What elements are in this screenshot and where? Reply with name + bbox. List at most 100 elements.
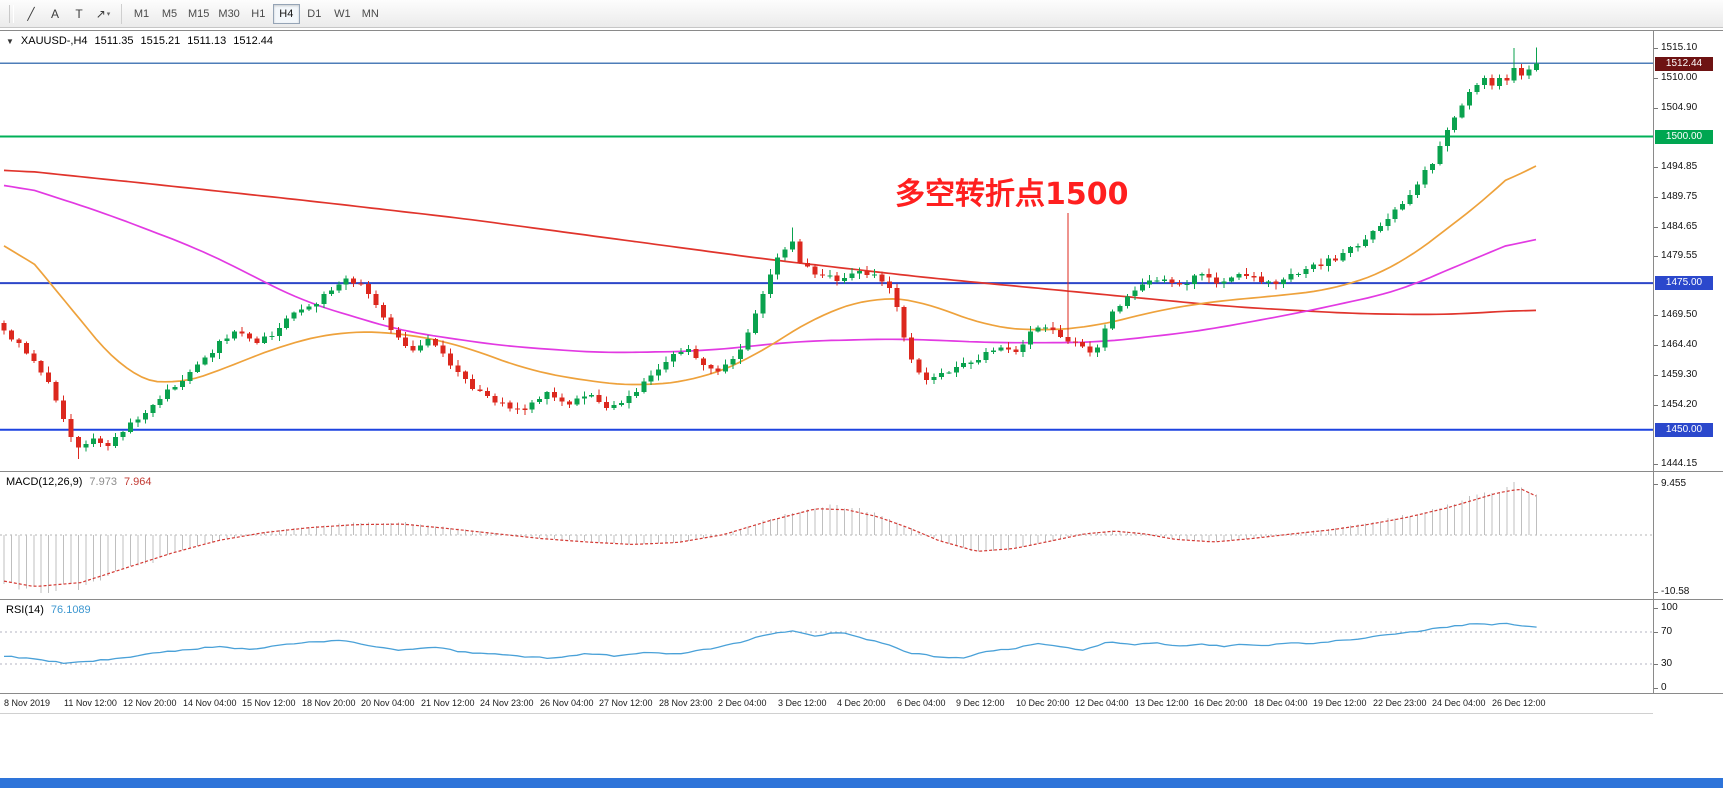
candle xyxy=(738,349,743,359)
candle xyxy=(931,377,937,380)
macd-header: MACD(12,26,9) 7.973 7.964 xyxy=(6,476,151,488)
price-tick: 1469.50 xyxy=(1661,309,1698,320)
candle xyxy=(16,339,22,344)
candle xyxy=(247,333,252,339)
price-panel: ▼ XAUUSD-,H4 1511.35 1515.21 1511.13 151… xyxy=(0,30,1723,472)
candle xyxy=(1139,284,1145,291)
toolbar: ╱ A T ↗ ▾ M1 M5 M15 M30 H1 H4 D1 W1 MN xyxy=(0,0,1723,28)
candle xyxy=(648,375,654,382)
candle xyxy=(53,381,59,401)
candle xyxy=(1370,231,1376,240)
candle xyxy=(455,365,461,372)
time-label: 12 Nov 20:00 xyxy=(123,698,177,708)
price-tick: 1459.30 xyxy=(1661,369,1698,380)
candle xyxy=(946,372,952,374)
price-plot[interactable]: ▼ XAUUSD-,H4 1511.35 1515.21 1511.13 151… xyxy=(0,31,1653,471)
timeframe-button-D1[interactable]: D1 xyxy=(307,7,322,20)
collapse-icon[interactable]: ▼ xyxy=(6,36,14,46)
time-label: 12 Dec 04:00 xyxy=(1075,698,1129,708)
candle xyxy=(418,345,424,351)
candle xyxy=(1385,218,1391,226)
annotation-text[interactable]: 多空转折点1500 xyxy=(895,177,1129,212)
time-label: 15 Nov 12:00 xyxy=(242,698,296,708)
candle xyxy=(574,398,580,405)
macd-main-value: 7.973 xyxy=(89,476,117,488)
candle xyxy=(886,281,892,289)
text-tool-button[interactable]: A xyxy=(50,6,59,21)
time-label: 18 Nov 20:00 xyxy=(302,698,356,708)
toolbar-grip[interactable] xyxy=(9,4,14,23)
time-label: 18 Dec 04:00 xyxy=(1254,698,1308,708)
time-label: 21 Nov 12:00 xyxy=(421,698,475,708)
candle xyxy=(1437,146,1443,164)
candle xyxy=(388,317,394,330)
candle xyxy=(991,350,996,352)
candle xyxy=(976,360,982,363)
time-label: 26 Nov 04:00 xyxy=(540,698,594,708)
timeframe-button-W1[interactable]: W1 xyxy=(334,7,351,20)
candle xyxy=(209,353,215,358)
candle xyxy=(1013,349,1019,352)
candle xyxy=(1072,341,1078,343)
candle xyxy=(1087,346,1093,353)
time-label: 27 Nov 12:00 xyxy=(599,698,653,708)
candle xyxy=(1496,78,1502,86)
candle xyxy=(1362,239,1368,246)
candle xyxy=(128,422,133,433)
candle xyxy=(700,358,706,366)
timeframe-button-M5[interactable]: M5 xyxy=(161,7,178,20)
candle xyxy=(1400,203,1406,210)
candle xyxy=(314,304,319,307)
candle xyxy=(351,278,357,284)
candles xyxy=(1,47,1540,459)
candle xyxy=(767,274,773,295)
candle xyxy=(1080,341,1086,347)
rsi-tick: 0 xyxy=(1661,682,1667,693)
candle xyxy=(745,332,751,350)
ma-magenta-line xyxy=(3,184,1537,354)
candle xyxy=(328,290,334,295)
candle xyxy=(172,387,178,390)
candle xyxy=(1355,246,1361,248)
macd-tick: 9.455 xyxy=(1661,478,1687,489)
candle xyxy=(507,402,513,409)
price-tag-1512.44: 1512.44 xyxy=(1655,57,1713,71)
candle xyxy=(224,338,230,341)
candle xyxy=(1043,327,1048,329)
timeframe-button-H4[interactable]: H4 xyxy=(272,3,300,24)
candle xyxy=(834,275,840,282)
timeframe-button-M15[interactable]: M15 xyxy=(188,7,210,20)
arrows-tool-button[interactable]: ↗ ▾ xyxy=(95,6,111,21)
timeframe-button-M1[interactable]: M1 xyxy=(133,7,150,20)
chart-window: ▼ XAUUSD-,H4 1511.35 1515.21 1511.13 151… xyxy=(0,28,1723,714)
macd-plot[interactable]: MACD(12,26,9) 7.973 7.964 xyxy=(0,472,1653,599)
candle xyxy=(395,330,401,338)
text-label-tool-button[interactable]: T xyxy=(75,6,83,21)
chart-ohlc-header: ▼ XAUUSD-,H4 1511.35 1515.21 1511.13 151… xyxy=(6,35,273,47)
timeframe-button-H1[interactable]: H1 xyxy=(251,7,266,20)
rsi-tick: 70 xyxy=(1661,626,1673,637)
candle xyxy=(150,405,156,413)
candle xyxy=(924,372,929,380)
candle xyxy=(1035,327,1041,332)
rsi-plot[interactable]: RSI(14) 76.1089 xyxy=(0,600,1653,693)
candle xyxy=(633,392,639,397)
candle xyxy=(1169,279,1175,284)
candle xyxy=(120,432,126,438)
trendline-tool-button[interactable]: ╱ xyxy=(27,6,35,21)
candle xyxy=(589,395,595,397)
candle xyxy=(358,283,364,285)
candle xyxy=(284,318,290,328)
timeframe-button-M30[interactable]: M30 xyxy=(218,7,240,20)
time-label: 6 Dec 04:00 xyxy=(897,698,946,708)
candle xyxy=(782,249,788,258)
taskbar-strip[interactable] xyxy=(0,778,1723,788)
candle xyxy=(1065,336,1071,342)
candle xyxy=(61,400,66,420)
candle xyxy=(380,304,386,318)
timeframe-button-MN[interactable]: MN xyxy=(361,7,379,20)
candle xyxy=(663,361,669,370)
candle xyxy=(1288,274,1294,280)
candle xyxy=(254,338,260,344)
candle xyxy=(1444,130,1450,147)
